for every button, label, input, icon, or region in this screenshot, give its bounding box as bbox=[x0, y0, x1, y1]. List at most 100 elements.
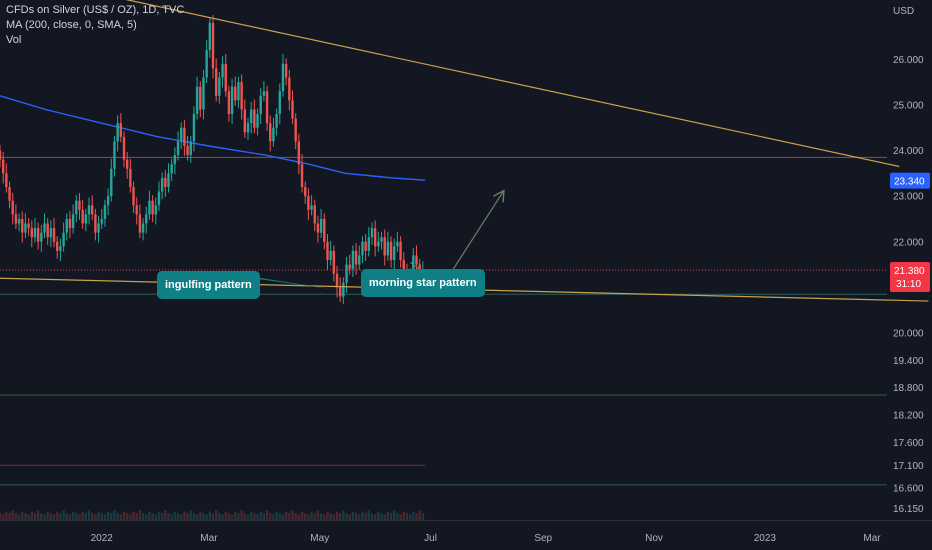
candle-body bbox=[65, 218, 68, 233]
candle-body bbox=[132, 187, 135, 206]
candle-body bbox=[110, 168, 113, 197]
callout-text: morning star pattern bbox=[369, 277, 477, 289]
candle-body bbox=[59, 246, 62, 251]
candle-body bbox=[246, 123, 250, 133]
volume-bar bbox=[17, 514, 21, 520]
moving-average bbox=[0, 95, 426, 181]
candle-body bbox=[288, 77, 291, 101]
volume-bar bbox=[237, 513, 240, 520]
volume-indicator-label[interactable]: Vol bbox=[6, 34, 22, 46]
candle-body bbox=[116, 123, 119, 142]
volume-bar bbox=[288, 513, 291, 520]
volume-bar bbox=[304, 513, 307, 520]
candle-body bbox=[170, 164, 173, 174]
candle-body bbox=[180, 127, 183, 142]
volume-bar bbox=[338, 513, 342, 520]
volume-bar bbox=[396, 513, 399, 520]
candle-body bbox=[119, 123, 123, 137]
time-tick-label: Jul bbox=[424, 533, 437, 544]
volume-bar bbox=[348, 514, 351, 520]
candle-body bbox=[148, 200, 151, 215]
chart-legend: CFDs on Silver (US$ / OZ), 1D, TVC MA (2… bbox=[6, 3, 184, 48]
volume-bar bbox=[265, 510, 269, 520]
time-axis[interactable]: 2022 Mar May Jul Sep Nov 2023 Mar bbox=[91, 533, 882, 544]
volume-bar bbox=[1, 514, 5, 520]
volume-bar bbox=[180, 514, 183, 520]
volume-bar bbox=[358, 514, 361, 520]
time-tick-label: 2023 bbox=[754, 533, 777, 544]
candle-body bbox=[300, 164, 304, 188]
bar-countdown-label: 31:10 bbox=[896, 279, 921, 290]
volume-bar bbox=[43, 514, 46, 520]
price-tick-label: 18.200 bbox=[893, 411, 924, 422]
volume-bar bbox=[211, 513, 215, 520]
volume-bar bbox=[68, 514, 72, 520]
candle-body bbox=[338, 287, 342, 297]
volume-bar bbox=[269, 513, 272, 520]
volume-bar bbox=[27, 514, 30, 520]
price-tick-label: 18.800 bbox=[893, 383, 924, 394]
volume-bar bbox=[307, 514, 310, 520]
price-badges: 23.340 21.380 31:10 bbox=[890, 172, 930, 293]
volume-bar bbox=[421, 513, 425, 520]
candle-body bbox=[176, 141, 180, 156]
symbol-title[interactable]: CFDs on Silver (US$ / OZ), 1D, TVC bbox=[6, 4, 185, 16]
trend-line bbox=[125, 0, 900, 168]
candle-body bbox=[103, 205, 107, 219]
candle-body bbox=[199, 86, 202, 110]
volume-bar bbox=[183, 511, 186, 520]
price-axis[interactable]: USD 26.000 25.000 24.000 23.000 22.000 20.000 1… bbox=[893, 6, 924, 515]
volume-bar bbox=[253, 513, 256, 520]
volume-bar bbox=[59, 513, 62, 520]
candle-body bbox=[183, 127, 186, 146]
volume-bar bbox=[192, 513, 196, 520]
volume-bar bbox=[326, 511, 329, 520]
candle-body bbox=[154, 205, 157, 215]
currency-label: USD bbox=[893, 6, 914, 17]
time-axis-background bbox=[0, 520, 932, 550]
candle-body bbox=[316, 223, 320, 233]
candle-body bbox=[205, 50, 208, 78]
volume-bar bbox=[189, 510, 192, 520]
volume-bar bbox=[78, 514, 81, 520]
volume-bar bbox=[125, 513, 129, 520]
volume-bar bbox=[373, 514, 377, 520]
candle-body bbox=[40, 232, 43, 242]
ma-indicator-label[interactable]: MA (200, close, 0, SMA, 5) bbox=[6, 19, 137, 31]
volume-bar bbox=[62, 510, 65, 520]
price-tick-label: 17.100 bbox=[893, 461, 924, 472]
morning-star-pattern-callout[interactable]: morning star pattern bbox=[361, 269, 485, 297]
volume-bar bbox=[377, 511, 380, 520]
last-price-badge bbox=[890, 262, 930, 293]
volume-bar bbox=[275, 511, 278, 520]
volume-bar bbox=[148, 511, 151, 520]
volume-bar bbox=[202, 513, 205, 520]
candle-body bbox=[75, 200, 78, 215]
volume-bar bbox=[329, 513, 332, 520]
candle-body bbox=[307, 196, 310, 210]
volume-bar bbox=[393, 510, 396, 520]
candle-body bbox=[230, 86, 234, 115]
candle-body bbox=[122, 136, 126, 160]
volume-bar bbox=[132, 511, 135, 520]
ingulfing-pattern-callout[interactable]: ingulfing pattern bbox=[157, 271, 260, 299]
candle-body bbox=[380, 237, 383, 242]
time-tick-label: Mar bbox=[863, 533, 881, 544]
candle-body bbox=[335, 273, 339, 288]
volume-bar bbox=[157, 511, 161, 520]
volume-bar bbox=[240, 510, 243, 520]
volume-bar bbox=[176, 513, 180, 520]
volume-bar bbox=[399, 514, 402, 520]
candle-body bbox=[389, 241, 393, 260]
candle-body bbox=[11, 200, 14, 215]
candle-body bbox=[160, 177, 164, 192]
volume-bar bbox=[195, 514, 199, 520]
candle-body bbox=[173, 155, 177, 165]
candle-body bbox=[164, 177, 167, 188]
volume-bar bbox=[91, 513, 94, 520]
volume-bar bbox=[151, 513, 154, 520]
candle-body bbox=[91, 205, 94, 215]
candle-body bbox=[186, 145, 189, 156]
volume-bar bbox=[170, 514, 173, 520]
